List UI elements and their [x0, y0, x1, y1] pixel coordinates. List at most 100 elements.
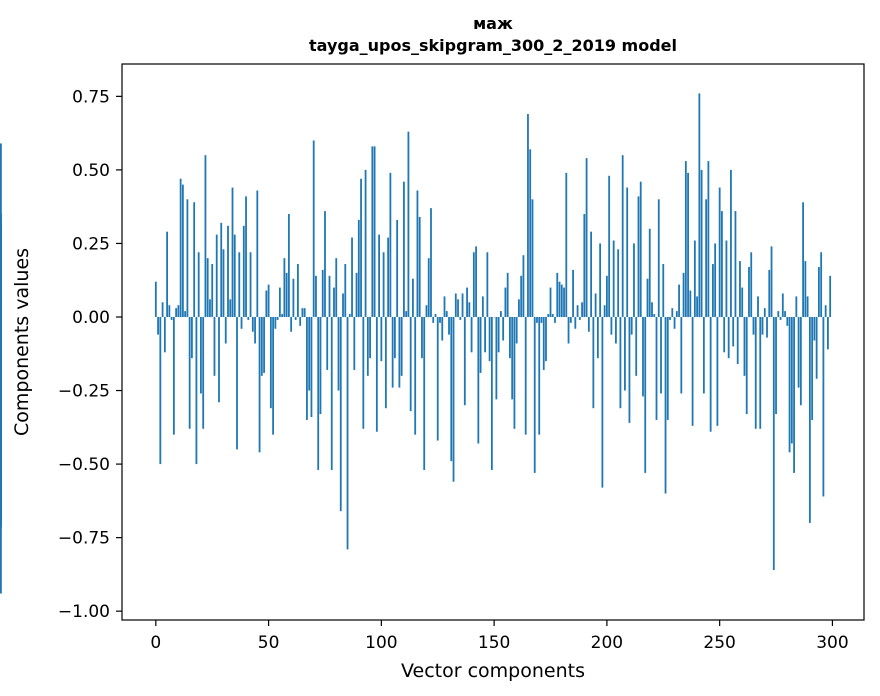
plot-area-frame [121, 63, 865, 621]
bar [245, 196, 247, 317]
bar [748, 266, 750, 317]
bar [617, 249, 620, 317]
bar [664, 316, 667, 494]
bar [319, 316, 322, 415]
bar [306, 316, 308, 420]
bar [660, 316, 662, 394]
bar [220, 222, 223, 317]
bar [224, 316, 227, 344]
bar [484, 316, 486, 353]
bar [716, 316, 719, 426]
bar [459, 316, 462, 320]
bar [461, 293, 464, 317]
bar [301, 308, 304, 317]
bar [574, 316, 577, 329]
bar [310, 316, 313, 418]
bar [673, 316, 676, 329]
bar [490, 316, 493, 470]
bar [233, 234, 236, 317]
bar [601, 316, 604, 488]
bar [793, 316, 795, 473]
x-tick-label: 50 [258, 633, 280, 653]
bar [497, 316, 500, 353]
bar [621, 155, 624, 317]
bar [172, 316, 175, 435]
bar [466, 287, 468, 317]
y-tick-label: 0.25 [72, 234, 110, 254]
bar [0, 302, 2, 317]
bar [567, 316, 570, 344]
bar [463, 316, 466, 406]
bar [382, 252, 385, 317]
bar [265, 290, 268, 317]
bar [193, 202, 196, 317]
bar [603, 305, 606, 317]
bar [209, 299, 211, 317]
bar [581, 302, 583, 317]
bar [648, 228, 651, 317]
bar [700, 169, 703, 317]
bar [157, 316, 159, 335]
bar [599, 243, 602, 317]
bar [430, 208, 432, 317]
bar [657, 199, 660, 317]
bar [427, 258, 430, 317]
bar [249, 252, 252, 317]
bar [434, 314, 437, 317]
bar [542, 316, 545, 370]
bar [360, 178, 362, 317]
bar [375, 316, 378, 432]
bar [206, 258, 209, 317]
bar [763, 308, 766, 317]
bar [398, 316, 401, 388]
bar [357, 219, 360, 317]
x-tick-label: 0 [150, 633, 161, 653]
bar [615, 316, 617, 344]
bar [752, 316, 755, 335]
bar [626, 187, 629, 317]
bar [274, 316, 277, 329]
bar [242, 225, 245, 317]
bar [204, 155, 207, 317]
bar [355, 272, 358, 317]
bar [829, 275, 832, 317]
bar [393, 316, 396, 359]
bar [260, 316, 263, 376]
bar [229, 299, 232, 317]
bar [583, 214, 586, 317]
bar [642, 316, 644, 397]
y-tick-label: 0.75 [72, 87, 110, 107]
bar [802, 202, 804, 317]
bar [804, 261, 807, 317]
bar [520, 275, 523, 317]
bar [335, 258, 338, 317]
y-tick-label: −1.00 [58, 602, 110, 622]
bar [339, 316, 342, 512]
bar [418, 216, 421, 317]
bar [468, 302, 471, 317]
bar [292, 278, 295, 317]
bar [560, 284, 563, 317]
bar [457, 299, 459, 317]
bar [608, 175, 611, 317]
bar [698, 93, 701, 317]
bar [806, 296, 809, 317]
bar [425, 305, 428, 317]
bar [236, 316, 238, 450]
bar [421, 316, 423, 359]
bar [815, 316, 818, 379]
bar [303, 308, 306, 317]
bar [443, 296, 446, 317]
bar [529, 149, 532, 317]
bar [770, 246, 773, 317]
bar [551, 314, 554, 317]
bar [662, 264, 665, 317]
bar [168, 305, 171, 317]
bar [423, 316, 426, 470]
bar [527, 114, 529, 317]
bar [736, 316, 739, 365]
bar [412, 278, 414, 317]
bar [362, 316, 365, 429]
bar [790, 316, 793, 444]
bar [646, 278, 649, 317]
